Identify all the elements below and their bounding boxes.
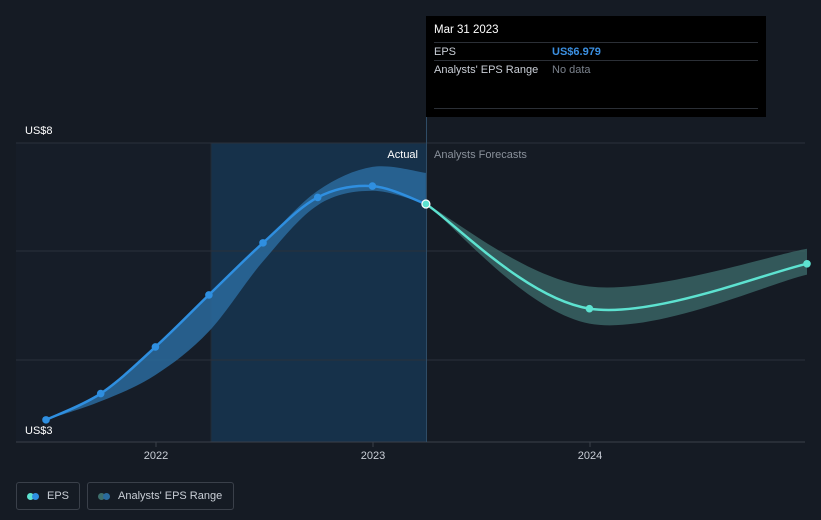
forecast-point[interactable] — [585, 304, 594, 313]
y-label-bottom: US$3 — [25, 425, 53, 437]
eps-point[interactable] — [96, 389, 105, 398]
tooltip-key: Analysts' EPS Range — [434, 63, 539, 76]
legend-dot — [103, 492, 110, 500]
legend-label: EPS — [47, 490, 70, 502]
eps-point[interactable] — [151, 343, 160, 351]
eps-point[interactable] — [259, 239, 267, 247]
tooltip-value: No data — [552, 63, 591, 76]
x-tick-label: 2023 — [361, 450, 385, 462]
tooltip-value: US$6.979 — [552, 45, 601, 58]
tooltip-key: EPS — [434, 45, 457, 58]
past-region — [16, 143, 211, 442]
x-tick-label: 2022 — [144, 450, 168, 462]
tooltip: Mar 31 2023 EPS US$6.979 Analysts' EPS R… — [426, 16, 766, 117]
forecast-point[interactable] — [803, 259, 811, 268]
eps-legend-icon — [27, 492, 39, 500]
legend-dot — [27, 492, 34, 500]
y-label-top: US$8 — [25, 125, 53, 137]
range-legend-icon — [98, 492, 110, 500]
actual-label: Actual — [387, 149, 418, 161]
tooltip-divider — [434, 108, 758, 109]
legend-eps[interactable]: EPS — [16, 482, 80, 510]
eps-point[interactable] — [42, 416, 50, 424]
eps-point[interactable] — [313, 193, 322, 202]
forecast-label: Analysts Forecasts — [434, 149, 527, 161]
legend-eps-range[interactable]: Analysts' EPS Range — [87, 482, 234, 510]
x-tick-label: 2024 — [578, 450, 602, 462]
actual-range-band — [46, 166, 426, 420]
legend-dot — [32, 492, 39, 500]
eps-line — [45, 184, 427, 422]
tooltip-date: Mar 31 2023 — [434, 24, 499, 36]
tooltip-row-eps: EPS US$6.979 — [434, 42, 758, 60]
eps-point[interactable] — [368, 182, 377, 190]
legend-label: Analysts' EPS Range — [118, 490, 223, 502]
tooltip-row-range: Analysts' EPS Range No data — [434, 60, 758, 78]
eps-point[interactable] — [205, 291, 213, 299]
eps-point-highlighted[interactable] — [421, 199, 431, 209]
forecast-range-band — [425, 204, 807, 326]
legend-dot — [98, 492, 105, 500]
